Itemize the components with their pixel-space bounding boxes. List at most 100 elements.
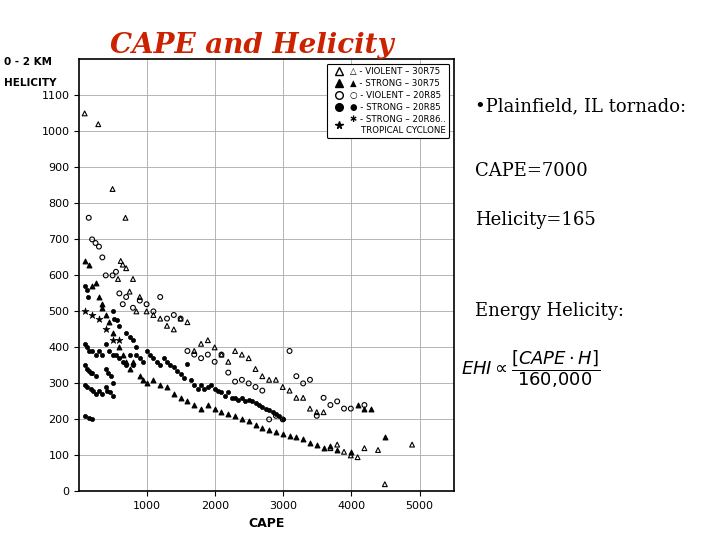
Point	[110, 350, 122, 359]
Point	[179, 374, 190, 382]
Point	[185, 375, 197, 384]
Point	[81, 383, 93, 391]
Point	[100, 364, 112, 373]
Text: 0 - 2 KM: 0 - 2 KM	[4, 57, 52, 67]
Point	[243, 354, 254, 362]
Point	[161, 383, 173, 391]
Text: Energy Helicity:: Energy Helicity:	[475, 302, 624, 320]
Point	[120, 293, 132, 301]
Point	[250, 399, 261, 408]
Point	[127, 357, 139, 366]
Point	[104, 372, 116, 381]
Point	[379, 433, 391, 442]
Point	[107, 271, 118, 280]
Point	[86, 235, 98, 244]
Point	[243, 379, 254, 388]
Point	[243, 417, 254, 426]
Point	[120, 264, 132, 273]
Point	[181, 347, 193, 355]
Point	[100, 325, 112, 334]
Point	[127, 275, 139, 284]
Point	[86, 415, 98, 424]
Point	[331, 397, 343, 406]
Point	[124, 364, 135, 373]
Point	[345, 404, 356, 413]
Point	[189, 350, 200, 359]
Point	[305, 375, 316, 384]
Point	[107, 350, 118, 359]
Point	[124, 350, 135, 359]
Point	[256, 402, 268, 411]
Point	[270, 375, 282, 384]
Point	[345, 451, 356, 460]
Point	[81, 343, 92, 352]
Point	[270, 410, 282, 418]
Point	[141, 307, 153, 316]
Point	[124, 332, 135, 341]
Point	[297, 379, 309, 388]
Point	[93, 293, 104, 301]
Point	[195, 381, 207, 389]
Point	[222, 357, 234, 366]
Point	[93, 314, 104, 323]
Point	[243, 395, 254, 404]
Point	[205, 381, 217, 389]
Point	[96, 303, 108, 312]
Point	[311, 411, 323, 420]
Point	[148, 310, 159, 319]
Point	[233, 395, 244, 404]
Point	[155, 314, 166, 323]
Point	[155, 293, 166, 301]
Point	[338, 404, 350, 413]
Point	[359, 444, 370, 453]
Point	[253, 401, 265, 409]
Point	[90, 239, 102, 247]
Point	[202, 350, 214, 359]
Point	[161, 357, 173, 366]
Point	[345, 448, 356, 456]
Point	[192, 384, 204, 393]
Point	[90, 350, 102, 359]
Point	[250, 421, 261, 429]
Point	[209, 357, 220, 366]
Point	[86, 368, 98, 377]
Point	[80, 340, 91, 348]
Point	[138, 357, 149, 366]
Point	[202, 336, 214, 345]
Point	[189, 381, 200, 389]
Point	[230, 394, 241, 402]
Point	[168, 310, 179, 319]
Point	[134, 293, 145, 301]
Point	[141, 379, 153, 388]
Point	[325, 401, 336, 409]
Point	[100, 310, 112, 319]
Point	[79, 109, 91, 118]
Point	[161, 321, 173, 330]
Point	[117, 357, 129, 366]
Point	[81, 364, 92, 373]
Point	[236, 375, 248, 384]
Point	[168, 363, 179, 372]
Point	[175, 314, 186, 323]
Point	[107, 392, 118, 400]
Point	[222, 388, 234, 397]
Point	[96, 300, 108, 308]
Point	[165, 361, 176, 370]
Point	[107, 336, 118, 345]
Point	[93, 242, 104, 251]
Point	[144, 350, 156, 359]
Point	[338, 448, 350, 456]
Point	[305, 438, 316, 447]
Point	[88, 386, 99, 395]
Point	[189, 347, 200, 355]
Point	[148, 354, 159, 362]
Point	[96, 350, 108, 359]
Point	[80, 381, 91, 389]
Point	[115, 256, 127, 265]
Point	[277, 415, 289, 424]
Point	[291, 433, 302, 442]
Point	[209, 343, 220, 352]
Point	[90, 390, 102, 399]
Point	[318, 394, 329, 402]
Point	[110, 267, 122, 276]
